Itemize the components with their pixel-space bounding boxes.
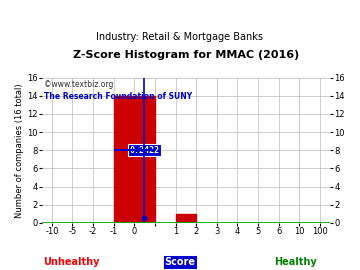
Text: Industry: Retail & Mortgage Banks: Industry: Retail & Mortgage Banks [96,32,264,42]
Bar [176,214,196,223]
Text: ©www.textbiz.org: ©www.textbiz.org [44,80,114,89]
Text: Healthy: Healthy [274,257,317,267]
Text: 0.2422: 0.2422 [129,146,159,155]
Text: Score: Score [165,257,195,267]
Text: The Research Foundation of SUNY: The Research Foundation of SUNY [44,92,193,101]
Title: Z-Score Histogram for MMAC (2016): Z-Score Histogram for MMAC (2016) [73,50,299,60]
Y-axis label: Number of companies (16 total): Number of companies (16 total) [15,83,24,218]
Text: Unhealthy: Unhealthy [43,257,100,267]
Bar [114,96,155,223]
